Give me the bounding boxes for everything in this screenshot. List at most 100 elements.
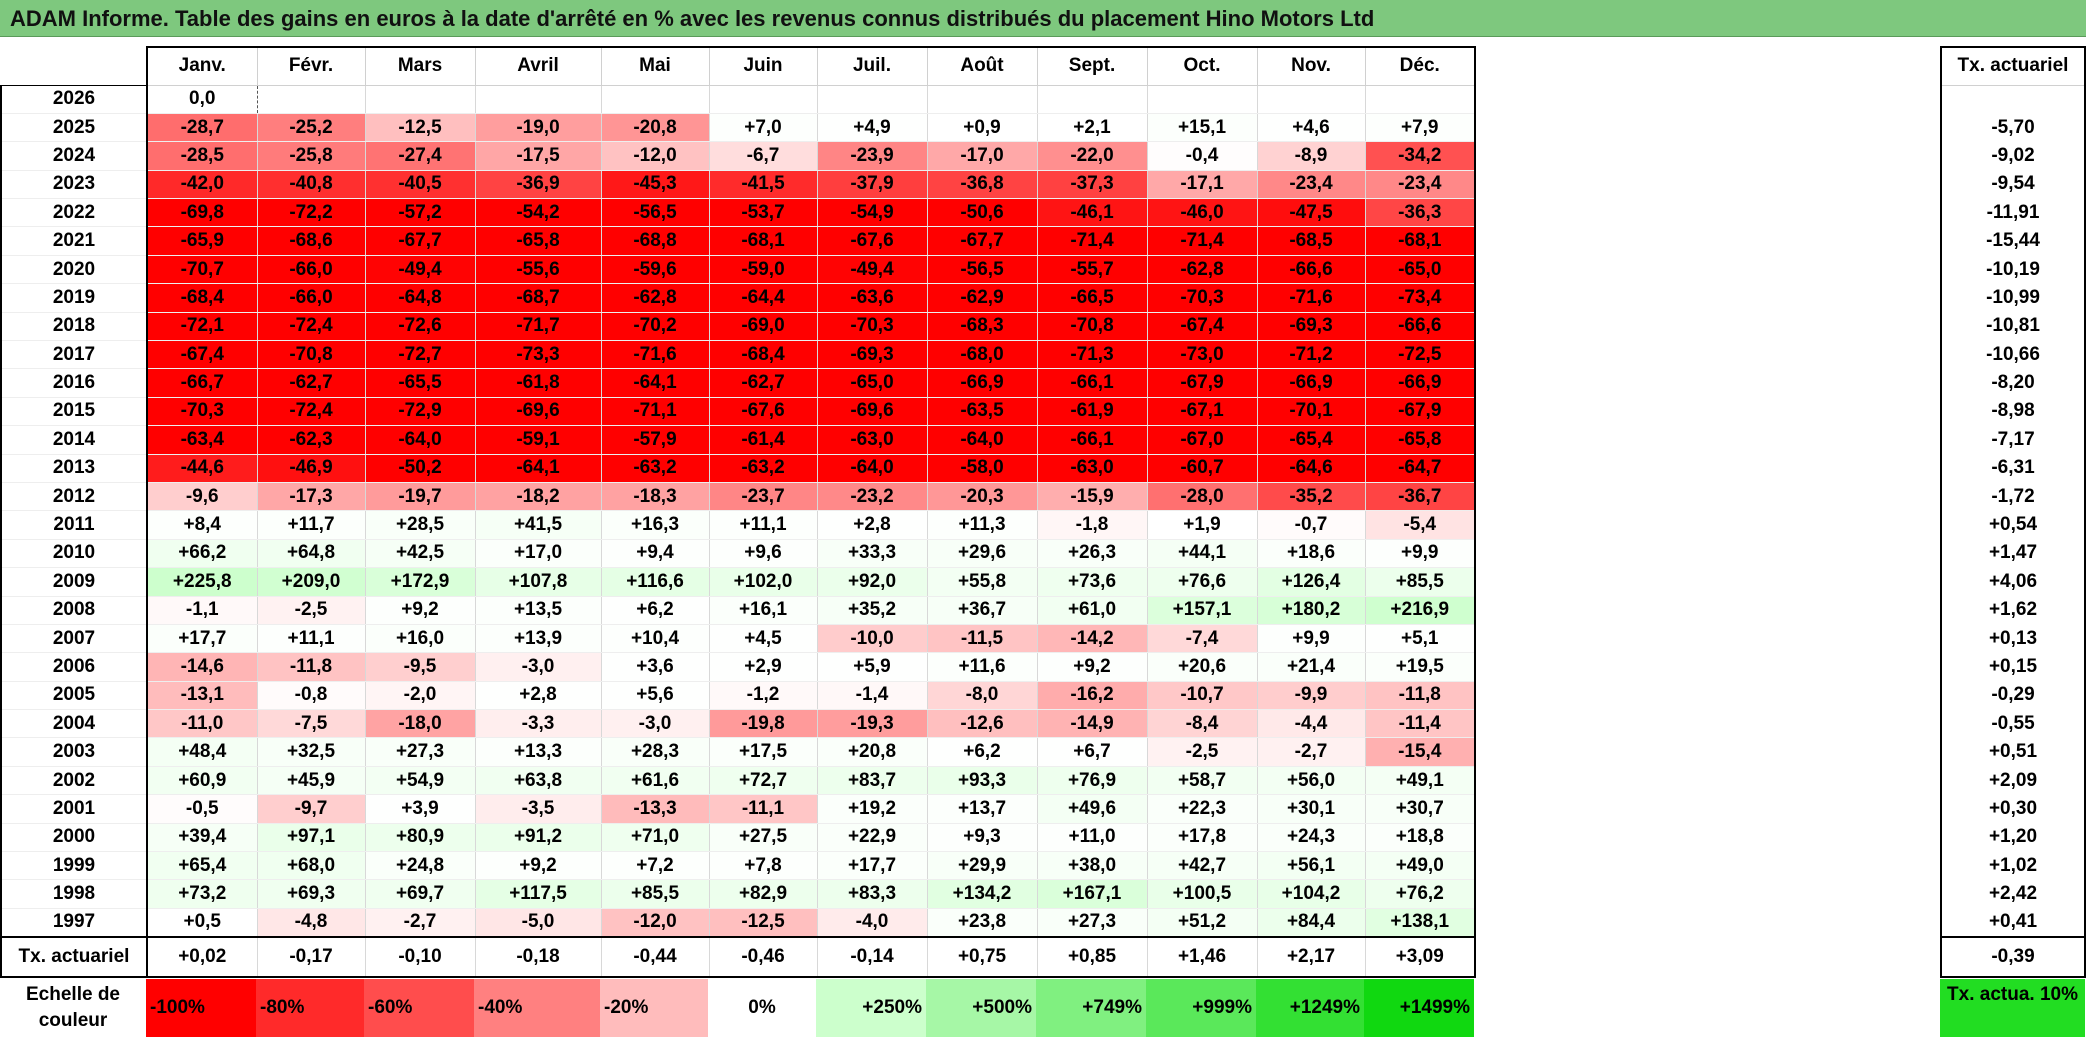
gain-cell: +36,7: [927, 596, 1038, 625]
gain-cell: -8,9: [1257, 141, 1366, 171]
gain-cell: -68,7: [475, 283, 602, 313]
gain-cell: +9,2: [1037, 652, 1148, 682]
year-label: 2026: [0, 84, 148, 114]
gain-cell: -65,9: [147, 226, 258, 256]
gain-cell: -8,4: [1147, 709, 1258, 739]
rate-row: -8,98: [1940, 397, 2086, 426]
table-row: 2018 -72,1 -72,4 -72,6 -71,7 -70,2 -69,0 -70,3-…: [0, 312, 1476, 342]
gain-cell: -63,6: [817, 283, 928, 313]
table-row: 2006 -14,6 -11,8 -9,5 -3,0 +3,6 +2,9 +5,9 +11,6 +…: [0, 652, 1476, 682]
rate-cell: +2,09: [1940, 766, 2086, 795]
summary-cell: -0,17: [257, 935, 366, 978]
gain-cell: +61,0: [1037, 596, 1148, 625]
gain-cell: -37,3: [1037, 170, 1148, 200]
gain-cell: -66,0: [257, 283, 366, 313]
gain-cell: -1,2: [709, 681, 818, 711]
gain-cell: +11,7: [257, 510, 366, 540]
month-header: Août: [926, 46, 1038, 86]
gain-cell: -7,4: [1147, 624, 1258, 654]
gain-cell: -1,8: [1037, 510, 1148, 540]
gain-cell: -64,8: [365, 283, 476, 313]
color-scale-row: Echelle de couleur -100% -80% -60% -40% -20%…: [0, 979, 1474, 1037]
gain-cell: -67,9: [1147, 368, 1258, 398]
rate-cell: -11,91: [1940, 198, 2086, 227]
gain-cell: +7,9: [1365, 113, 1476, 143]
gain-cell: +42,7: [1147, 851, 1258, 881]
gain-cell: +9,4: [601, 539, 710, 569]
gain-cell: -11,0: [147, 709, 258, 739]
gain-cell: [1147, 84, 1258, 114]
color-scale-swatch: -60%: [364, 979, 474, 1037]
gain-cell: +22,9: [817, 823, 928, 853]
gain-cell: -69,6: [475, 397, 602, 427]
rate-column: Tx. actuariel -5,70 -9,02 -9,54 -11,91 -15,4…: [1940, 46, 2086, 978]
gain-cell: -19,3: [817, 709, 928, 739]
gain-cell: +102,0: [709, 567, 818, 597]
gain-cell: +61,6: [601, 766, 710, 796]
gain-cell: -25,2: [257, 113, 366, 143]
summary-cell: +0,75: [927, 935, 1038, 978]
rate-cell: -5,70: [1940, 113, 2086, 142]
gain-cell: -70,8: [1037, 312, 1148, 342]
gain-cell: -72,4: [257, 397, 366, 427]
rate-cell: -8,98: [1940, 397, 2086, 426]
gain-cell: -66,9: [927, 368, 1038, 398]
gain-cell: +9,6: [709, 539, 818, 569]
gain-cell: +23,8: [927, 908, 1038, 938]
rate-cell: -8,20: [1940, 368, 2086, 398]
year-label: 2010: [0, 539, 148, 569]
gain-cell: -60,7: [1147, 454, 1258, 483]
gain-cell: -57,2: [365, 198, 476, 228]
gains-table: Janv. Févr. Mars Avril Mai Juin Juil. Août Sept.…: [0, 46, 1476, 978]
gain-cell: -18,0: [365, 709, 476, 739]
color-scale-swatch: +500%: [926, 979, 1036, 1037]
gain-cell: +39,4: [147, 823, 258, 853]
rate-row: +0,13: [1940, 624, 2086, 653]
rate-row: -9,02: [1940, 141, 2086, 171]
gain-cell: +7,8: [709, 851, 818, 881]
gain-cell: -72,1: [147, 312, 258, 342]
table-row: 2020 -70,7 -66,0 -49,4 -55,6 -59,6 -59,0 -49,4-…: [0, 255, 1476, 285]
gain-cell: +33,3: [817, 539, 928, 569]
gain-cell: -47,5: [1257, 198, 1366, 228]
gain-cell: +72,7: [709, 766, 818, 796]
color-scale-swatch: -100%: [146, 979, 256, 1037]
gain-cell: +19,2: [817, 794, 928, 824]
gain-cell: -63,0: [817, 425, 928, 455]
gain-cell: +7,2: [601, 851, 710, 881]
gain-cell: +83,3: [817, 879, 928, 909]
gain-cell: +26,3: [1037, 539, 1148, 569]
gain-cell: +16,1: [709, 596, 818, 625]
table-row: 2023 -42,0 -40,8 -40,5 -36,9 -45,3 -41,5 -37,9-…: [0, 170, 1476, 200]
year-label: 2003: [0, 737, 148, 767]
month-header: Déc.: [1364, 46, 1476, 86]
gain-cell: -55,7: [1037, 255, 1148, 285]
rate-row: +1,20: [1940, 823, 2086, 852]
gain-cell: +42,5: [365, 539, 476, 569]
rate-cell: +4,06: [1940, 567, 2086, 597]
summary-cell: +0,02: [147, 935, 258, 978]
gain-cell: -67,6: [709, 397, 818, 427]
summary-cell: -0,10: [365, 935, 476, 978]
gain-cell: -70,2: [601, 312, 710, 342]
gain-cell: -72,9: [365, 397, 476, 427]
year-label: 2005: [0, 681, 148, 711]
table-row: 2009 +225,8 +209,0 +172,9 +107,8 +116,6 +102,0…: [0, 567, 1476, 597]
gain-cell: -34,2: [1365, 141, 1476, 171]
month-header: Févr.: [256, 46, 366, 86]
rate-row: +0,41: [1940, 908, 2086, 938]
gain-cell: -65,8: [1365, 425, 1476, 455]
gain-cell: -17,3: [257, 482, 366, 512]
gain-cell: +6,7: [1037, 737, 1148, 767]
year-label: 1997: [0, 908, 148, 938]
gain-cell: -62,9: [927, 283, 1038, 313]
gain-cell: +20,6: [1147, 652, 1258, 682]
gain-cell: -4,4: [1257, 709, 1366, 739]
year-label: 1999: [0, 851, 148, 881]
year-label: 2006: [0, 652, 148, 682]
rate-row: -0,55: [1940, 709, 2086, 738]
rate-row: +0,15: [1940, 652, 2086, 682]
table-row: 2008 -1,1 -2,5 +9,2 +13,5 +6,2 +16,1 +35,2 +36,7…: [0, 596, 1476, 625]
gain-cell: -44,6: [147, 454, 258, 483]
gain-cell: +7,0: [709, 113, 818, 143]
